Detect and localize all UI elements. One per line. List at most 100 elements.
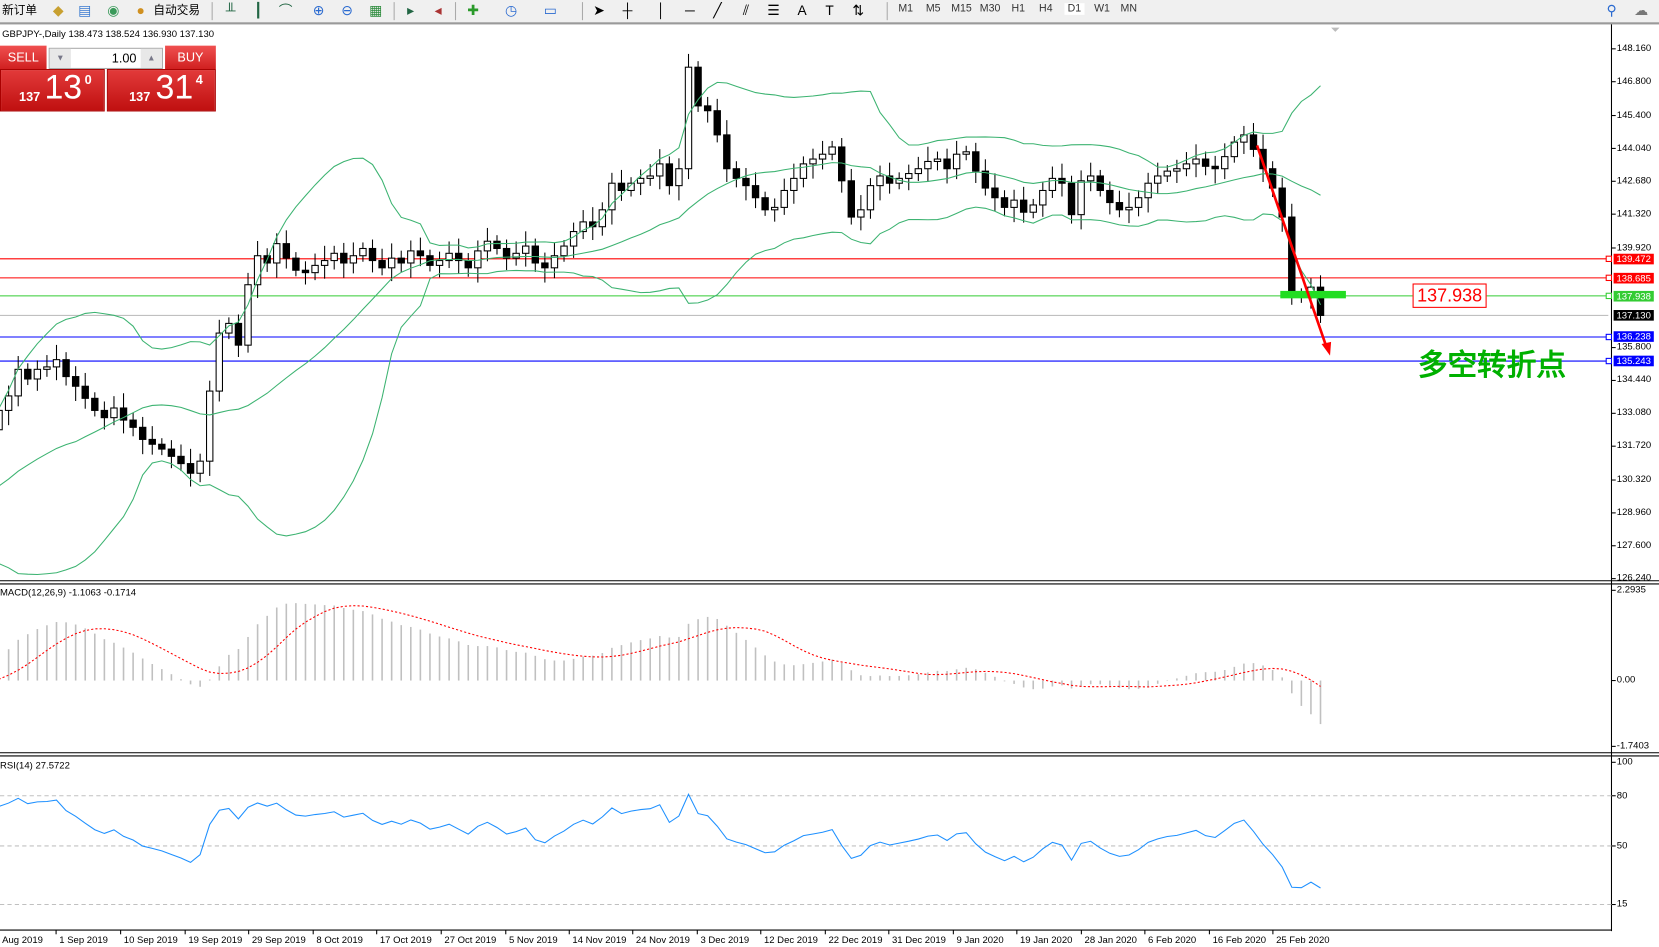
- bullish-candle: [579, 221, 587, 233]
- auto-trading-button[interactable]: 自动交易: [153, 4, 200, 17]
- price-axis-label: 146.800: [1616, 75, 1652, 86]
- navigator-icon[interactable]: ▤: [78, 2, 92, 19]
- zoom-in-icon[interactable]: ⊕: [312, 2, 325, 19]
- bearish-candle: [742, 177, 750, 187]
- timeframe-mn[interactable]: MN: [1120, 3, 1137, 15]
- bearish-candle: [617, 182, 626, 192]
- price-axis-label: 130.320: [1616, 473, 1652, 485]
- bearish-candle: [234, 322, 243, 346]
- sell-price[interactable]: 137 13 0: [0, 67, 105, 112]
- candlestick-icon[interactable]: ┃: [254, 2, 263, 19]
- bullish-candle: [684, 66, 693, 170]
- timeframe-h4[interactable]: H4: [1039, 3, 1053, 15]
- date-axis-label: 29 Sep 2019: [251, 934, 306, 945]
- price-axis-label: 126.240: [1616, 572, 1652, 583]
- bullish-candle: [790, 177, 798, 192]
- price-axis-label: 128.960: [1616, 506, 1652, 518]
- text-icon[interactable]: A: [797, 2, 807, 19]
- date-axis-label: 5 Nov 2019: [508, 934, 558, 945]
- rsi-axis-label: 100: [1616, 755, 1633, 767]
- separator: [886, 2, 888, 21]
- bullish-candle: [876, 175, 884, 187]
- fibonacci-icon[interactable]: ☰: [767, 2, 780, 19]
- sell-price-pips: 13: [44, 67, 83, 107]
- bearish-candle: [1019, 199, 1028, 213]
- auto-trading-icon[interactable]: ●: [136, 2, 145, 19]
- date-axis-label: 14 Nov 2019: [572, 934, 627, 945]
- timeframe-d1[interactable]: D1: [1064, 3, 1085, 15]
- lot-size-field[interactable]: ▼ 1.00 ▲: [48, 47, 163, 70]
- bullish-candle: [905, 173, 913, 179]
- bullish-candle: [646, 175, 654, 179]
- bullish-candle: [110, 407, 118, 419]
- bullish-candle: [330, 252, 338, 262]
- chart-shift-icon[interactable]: ◂: [434, 2, 442, 19]
- bullish-candle: [828, 146, 836, 155]
- zoom-out-icon[interactable]: ⊖: [341, 2, 353, 19]
- buy-price[interactable]: 137 31 4: [106, 68, 216, 112]
- bearish-candle: [282, 243, 291, 259]
- bullish-candle: [866, 185, 875, 211]
- templates-icon[interactable]: ▭: [543, 2, 557, 19]
- lot-increase-button[interactable]: ▲: [140, 48, 162, 68]
- price-axis-label: 134.440: [1616, 374, 1652, 385]
- timeframe-w1[interactable]: W1: [1094, 3, 1110, 15]
- price-annotation-box[interactable]: 137.938: [1412, 283, 1487, 308]
- trendline-icon[interactable]: ╱: [713, 2, 722, 19]
- bullish-candle: [1086, 175, 1095, 182]
- date-axis-label: 31 Dec 2019: [891, 934, 946, 945]
- separator: [454, 2, 457, 21]
- bearish-candle: [100, 409, 109, 419]
- bearish-candle: [148, 438, 156, 445]
- tile-windows-icon[interactable]: ▦: [369, 2, 383, 19]
- bullish-candle: [809, 158, 817, 165]
- indicators-icon[interactable]: ✚: [467, 2, 479, 19]
- bar-chart-icon[interactable]: ╨: [225, 2, 236, 19]
- bullish-candle: [1048, 177, 1057, 192]
- annotation-text[interactable]: 多空转折点: [1417, 347, 1567, 383]
- autoscroll-icon[interactable]: ▸: [407, 2, 414, 19]
- lot-value[interactable]: 1.00: [111, 50, 137, 66]
- signals-icon[interactable]: ◉: [107, 2, 120, 19]
- timeframe-m1[interactable]: M1: [898, 3, 914, 15]
- bullish-candle: [656, 163, 664, 177]
- bullish-candle: [1144, 182, 1152, 199]
- bullish-candle: [1192, 158, 1200, 165]
- bullish-candle: [857, 209, 865, 218]
- chat-icon[interactable]: ☁: [1634, 2, 1648, 19]
- cursor-icon[interactable]: ➤: [593, 2, 605, 19]
- search-icon[interactable]: ⚲: [1606, 2, 1617, 19]
- crosshair-icon[interactable]: ┼: [622, 2, 633, 19]
- timeframe-h1[interactable]: H1: [1011, 3, 1026, 15]
- vertical-line-icon[interactable]: │: [657, 2, 666, 19]
- sell-button[interactable]: SELL: [0, 45, 47, 70]
- periods-icon[interactable]: ◷: [505, 2, 518, 19]
- new-order-button[interactable]: 新订单: [2, 4, 38, 17]
- bearish-candle: [1249, 134, 1258, 150]
- bullish-candle: [407, 250, 415, 264]
- line-chart-icon[interactable]: ⌒: [278, 2, 293, 19]
- bearish-candle: [301, 269, 310, 274]
- equidistant-channel-icon[interactable]: ⫽: [742, 2, 750, 19]
- level-handle: [1605, 292, 1613, 300]
- bearish-candle: [991, 187, 999, 199]
- date-axis-label: 19 Jan 2020: [1020, 934, 1073, 945]
- bullish-candle: [799, 163, 808, 179]
- timeframe-m15[interactable]: M15: [951, 3, 972, 15]
- timeframe-m5[interactable]: M5: [925, 3, 941, 15]
- timeframe-m30[interactable]: M30: [979, 3, 1001, 15]
- market-watch-icon[interactable]: ◆: [52, 2, 64, 19]
- horizontal-line-icon[interactable]: ─: [685, 2, 695, 19]
- bearish-candle: [167, 448, 176, 457]
- chart-title: GBPJPY-,Daily 138.473 138.524 136.930 13…: [2, 28, 215, 40]
- lot-decrease-button[interactable]: ▼: [49, 48, 71, 68]
- arrows-icon[interactable]: ⇅: [852, 2, 864, 19]
- price-axis-label: 144.040: [1616, 142, 1652, 153]
- bullish-candle: [349, 255, 358, 264]
- text-label-icon[interactable]: T: [825, 2, 834, 19]
- buy-button[interactable]: BUY: [165, 45, 216, 70]
- macd-signal-line: [0, 605, 1321, 688]
- rsi-axis-label: 80: [1616, 789, 1628, 801]
